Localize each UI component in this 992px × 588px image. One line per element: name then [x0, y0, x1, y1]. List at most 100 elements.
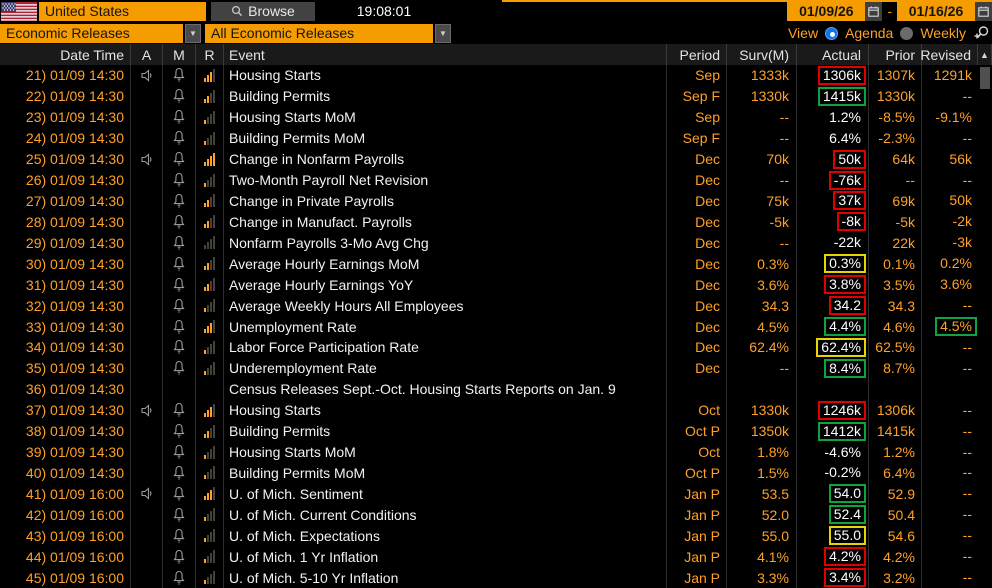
- header-actual[interactable]: Actual: [797, 44, 869, 65]
- bell-icon[interactable]: [172, 549, 186, 565]
- bell-icon[interactable]: [172, 298, 186, 314]
- table-row[interactable]: 42) 01/09 16:00 U. of Mich. Current Cond…: [0, 504, 992, 526]
- bell-icon[interactable]: [172, 277, 186, 293]
- release-dropdown[interactable]: All Economic Releases ▼: [205, 23, 451, 43]
- bell-icon[interactable]: [172, 444, 186, 460]
- header-relevance[interactable]: R: [196, 44, 224, 65]
- table-row[interactable]: 35) 01/09 14:30 Underemployment Rate Dec…: [0, 357, 992, 379]
- agenda-label[interactable]: Agenda: [845, 25, 894, 41]
- bell-icon[interactable]: [172, 423, 186, 439]
- table-row[interactable]: 39) 01/09 14:30 Housing Starts MoM Oct 1…: [0, 441, 992, 463]
- bell-icon[interactable]: [172, 67, 186, 83]
- weekly-label[interactable]: Weekly: [920, 25, 966, 41]
- bell-icon[interactable]: [172, 193, 186, 209]
- row-survey: 1.8%: [727, 441, 797, 463]
- table-row[interactable]: 41) 01/09 16:00 U. of Mich. Sentiment Ja…: [0, 483, 992, 505]
- table-row[interactable]: 37) 01/09 14:30 Housing Starts Oct 1330k…: [0, 399, 992, 421]
- table-row[interactable]: 27) 01/09 14:30 Change in Private Payrol…: [0, 190, 992, 212]
- scroll-up-icon[interactable]: ▲: [978, 44, 992, 65]
- table-row[interactable]: 43) 01/09 16:00 U. of Mich. Expectations…: [0, 525, 992, 547]
- header-revised[interactable]: Revised: [920, 44, 978, 65]
- agenda-radio[interactable]: [825, 26, 839, 40]
- revised-value: -3k: [952, 234, 972, 251]
- table-row[interactable]: 36) 01/09 14:30 Census Releases Sept.-Oc…: [0, 378, 992, 400]
- view-label: View: [787, 25, 819, 41]
- bell-icon[interactable]: [172, 570, 186, 586]
- row-period: Oct: [667, 441, 727, 463]
- table-row[interactable]: 34) 01/09 14:30 Labor Force Participatio…: [0, 336, 992, 358]
- row-period: Dec: [667, 253, 727, 275]
- bell-icon[interactable]: [172, 235, 186, 251]
- revised-value: --: [962, 171, 972, 188]
- header-survey[interactable]: Surv(M): [727, 44, 797, 65]
- date-to-input[interactable]: 01/16/26: [897, 1, 975, 21]
- actual-value: 4.4%: [824, 317, 866, 337]
- table-row[interactable]: 44) 01/09 16:00 U. of Mich. 1 Yr Inflati…: [0, 546, 992, 568]
- row-revised: --: [922, 546, 978, 567]
- header-date-time[interactable]: Date Time: [0, 44, 131, 65]
- table-row[interactable]: 40) 01/09 14:30 Building Permits MoM Oct…: [0, 462, 992, 484]
- speaker-icon: [141, 69, 152, 82]
- table-row[interactable]: 38) 01/09 14:30 Building Permits Oct P 1…: [0, 420, 992, 442]
- table-row[interactable]: 21) 01/09 14:30 Housing Starts Sep 1333k…: [0, 65, 992, 86]
- browse-button[interactable]: Browse: [211, 1, 315, 21]
- bell-icon[interactable]: [172, 151, 186, 167]
- weekly-radio[interactable]: [900, 26, 914, 40]
- header-alert[interactable]: M: [163, 44, 196, 65]
- header-period[interactable]: Period: [667, 44, 727, 65]
- calendar-icon[interactable]: [975, 1, 992, 21]
- table-row[interactable]: 28) 01/09 14:30 Change in Manufact. Payr…: [0, 211, 992, 233]
- table-row[interactable]: 32) 01/09 14:30 Average Weekly Hours All…: [0, 295, 992, 317]
- row-prior: 8.7%: [869, 357, 922, 379]
- row-prior: -2.3%: [869, 127, 922, 149]
- bell-icon[interactable]: [172, 465, 186, 481]
- zoom-search-icon[interactable]: [973, 25, 990, 41]
- bell-icon[interactable]: [172, 402, 186, 418]
- table-row[interactable]: 24) 01/09 14:30 Building Permits MoM Sep…: [0, 127, 992, 149]
- header-prior[interactable]: Prior: [869, 44, 922, 65]
- scrollbar-thumb[interactable]: [980, 67, 990, 89]
- date-range: 01/09/26 - 01/16/26: [787, 1, 992, 21]
- header-event[interactable]: Event: [224, 44, 667, 65]
- bell-icon[interactable]: [172, 528, 186, 544]
- bell-icon[interactable]: [172, 88, 186, 104]
- chevron-down-icon[interactable]: ▼: [435, 23, 451, 43]
- row-survey: 1330k: [727, 85, 797, 107]
- table-row[interactable]: 26) 01/09 14:30 Two-Month Payroll Net Re…: [0, 169, 992, 191]
- scrollbar[interactable]: [978, 65, 992, 588]
- table-row[interactable]: 25) 01/09 14:30 Change in Nonfarm Payrol…: [0, 148, 992, 170]
- date-from-input[interactable]: 01/09/26: [787, 1, 866, 21]
- bell-icon[interactable]: [172, 130, 186, 146]
- row-date-time: 30) 01/09 14:30: [0, 253, 131, 275]
- table-row[interactable]: 31) 01/09 14:30 Average Hourly Earnings …: [0, 274, 992, 296]
- row-alert-cell: [163, 190, 196, 212]
- bell-icon[interactable]: [172, 214, 186, 230]
- row-alert-cell: [163, 253, 196, 275]
- bell-icon[interactable]: [172, 339, 186, 355]
- row-date-time: 24) 01/09 14:30: [0, 127, 131, 149]
- table-row[interactable]: 30) 01/09 14:30 Average Hourly Earnings …: [0, 253, 992, 275]
- bell-icon[interactable]: [172, 109, 186, 125]
- table-row[interactable]: 29) 01/09 14:30 Nonfarm Payrolls 3-Mo Av…: [0, 232, 992, 254]
- bell-icon[interactable]: [172, 256, 186, 272]
- bell-icon[interactable]: [172, 172, 186, 188]
- header-audio[interactable]: A: [131, 44, 163, 65]
- table-row[interactable]: 22) 01/09 14:30 Building Permits Sep F 1…: [0, 85, 992, 107]
- revised-value: --: [962, 569, 972, 586]
- revised-value: -2k: [952, 213, 972, 230]
- bell-icon[interactable]: [172, 507, 186, 523]
- bell-icon[interactable]: [172, 486, 186, 502]
- table-row[interactable]: 23) 01/09 14:30 Housing Starts MoM Sep -…: [0, 106, 992, 128]
- relevance-bars-icon: [204, 361, 215, 375]
- table-row[interactable]: 33) 01/09 14:30 Unemployment Rate Dec 4.…: [0, 316, 992, 337]
- actual-value: 1.2%: [829, 108, 861, 125]
- row-revised: --: [922, 504, 978, 525]
- relevance-bars-icon: [204, 215, 215, 229]
- table-row[interactable]: 45) 01/09 16:00 U. of Mich. 5-10 Yr Infl…: [0, 567, 992, 588]
- region-selector[interactable]: United States: [39, 1, 206, 21]
- chevron-down-icon[interactable]: ▼: [185, 23, 201, 43]
- category-dropdown[interactable]: Economic Releases ▼: [0, 23, 201, 43]
- calendar-icon[interactable]: [865, 1, 883, 21]
- bell-icon[interactable]: [172, 319, 186, 335]
- bell-icon[interactable]: [172, 360, 186, 376]
